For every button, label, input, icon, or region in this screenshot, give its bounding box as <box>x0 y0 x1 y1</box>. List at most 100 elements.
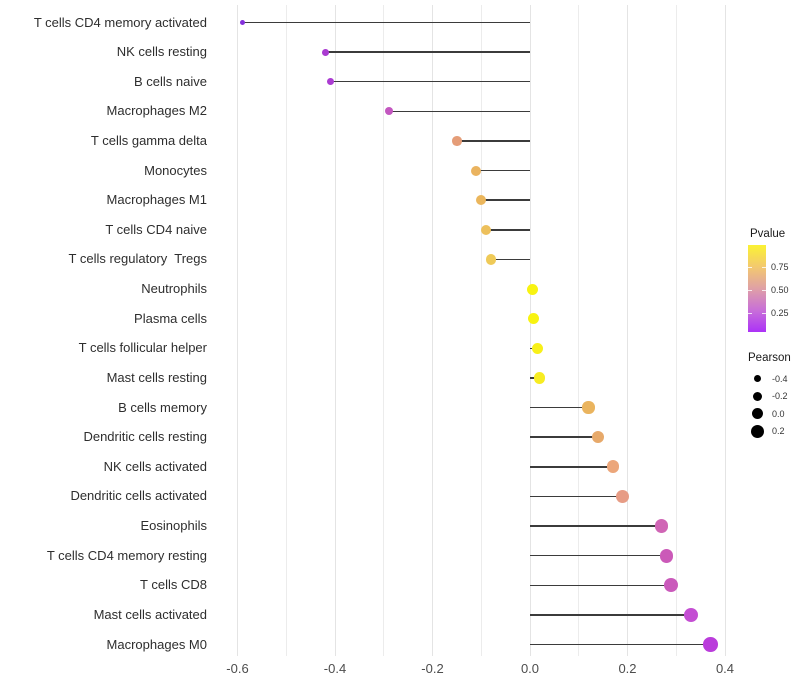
pvalue-legend-title: Pvalue <box>750 228 786 240</box>
data-point <box>321 48 329 56</box>
gridline-x--0.2 <box>432 5 433 656</box>
pvalue-tick-label: 0.50 <box>771 285 789 296</box>
row-label: Mast cells activated <box>93 606 207 622</box>
row-label: Eosinophils <box>140 518 208 534</box>
row-label: Plasma cells <box>134 310 207 326</box>
colorbar-tick-mark <box>762 312 766 314</box>
pearson-legend-dot <box>753 375 761 382</box>
gridline-x-0.3 <box>675 5 677 656</box>
data-point <box>476 195 487 206</box>
row-label: B cells memory <box>118 399 207 415</box>
row-label: Neutrophils <box>141 281 207 297</box>
row-label: NK cells activated <box>103 458 207 474</box>
row-label: Macrophages M2 <box>106 103 207 119</box>
stem <box>242 21 530 24</box>
data-point <box>534 372 546 384</box>
row-label: Monocytes <box>144 162 207 178</box>
data-point <box>384 107 393 116</box>
stem <box>530 436 599 438</box>
stem <box>481 199 530 201</box>
row-label: Dendritic cells activated <box>70 488 207 504</box>
data-point <box>606 460 620 474</box>
stem <box>530 495 623 498</box>
stem <box>486 229 530 231</box>
colorbar-tick-mark <box>762 266 766 268</box>
stem <box>530 614 691 616</box>
row-label: T cells regulatory Tregs <box>68 251 207 267</box>
gridline-x--0.3 <box>383 5 385 656</box>
stem <box>530 525 662 527</box>
gridline-x--0.5 <box>285 5 287 656</box>
pearson-legend-dot <box>751 408 763 419</box>
row-label: T cells CD4 memory activated <box>33 14 207 30</box>
pearson-legend-title: Pearson <box>748 352 791 364</box>
x-tick-label: -0.2 <box>421 661 444 676</box>
data-point <box>239 19 245 26</box>
data-point <box>703 637 718 652</box>
colorbar-tick-mark <box>748 312 752 314</box>
gridline-x--0.1 <box>480 5 482 656</box>
row-label: B cells naive <box>134 73 207 89</box>
data-point <box>485 254 497 265</box>
data-point <box>659 548 674 563</box>
data-point <box>664 578 679 593</box>
x-tick-label: 0.2 <box>618 661 637 676</box>
row-label: T cells follicular helper <box>78 340 207 356</box>
stem <box>530 643 711 646</box>
data-point <box>527 313 539 325</box>
row-label: T cells CD4 naive <box>105 221 207 237</box>
pearson-legend-label: -0.2 <box>772 391 788 401</box>
data-point <box>471 165 482 176</box>
data-point <box>452 136 462 146</box>
x-tick-label: 0.0 <box>520 661 540 676</box>
row-label: T cells gamma delta <box>90 132 207 148</box>
stem <box>530 554 667 557</box>
row-label: NK cells resting <box>116 44 207 60</box>
data-point <box>481 224 492 235</box>
stem <box>530 406 589 409</box>
data-point <box>582 401 595 414</box>
data-point <box>683 607 699 623</box>
data-point <box>592 430 605 444</box>
row-label: Macrophages M1 <box>106 192 207 208</box>
x-tick-label: -0.6 <box>226 661 249 676</box>
row-label: T cells CD4 memory resting <box>46 547 207 563</box>
pearson-legend-dot <box>750 424 764 438</box>
stem <box>530 584 672 587</box>
pvalue-tick-label: 0.25 <box>771 307 789 318</box>
gridline-x--0.6 <box>237 5 238 656</box>
x-tick-label: 0.4 <box>715 661 735 676</box>
pvalue-tick-label: 0.75 <box>771 261 789 272</box>
gridline-x-0.4 <box>724 5 726 656</box>
gridline-x--0.4 <box>334 5 336 656</box>
colorbar-tick-mark <box>762 290 766 292</box>
stem <box>325 51 530 53</box>
x-tick-label: -0.4 <box>323 661 347 676</box>
pearson-legend-label: 0.2 <box>772 426 785 436</box>
stem <box>456 140 530 142</box>
row-label: T cells CD8 <box>140 577 207 593</box>
data-point <box>326 78 334 86</box>
pearson-legend-label: 0.0 <box>772 408 785 419</box>
data-point <box>526 283 538 295</box>
gridline-x-0.1 <box>578 5 580 656</box>
stem <box>388 110 530 113</box>
gridline-x-0 <box>529 5 531 656</box>
data-point <box>616 489 630 503</box>
pearson-legend-dot <box>752 391 762 401</box>
stem <box>491 258 530 261</box>
data-point <box>531 342 543 354</box>
colorbar-tick-mark <box>748 266 752 268</box>
colorbar-tick-mark <box>748 290 752 292</box>
pvalue-colorbar <box>748 245 766 332</box>
row-label: Dendritic cells resting <box>83 429 207 445</box>
row-label: Macrophages M0 <box>106 636 207 652</box>
gridline-x-0.2 <box>627 5 628 656</box>
pearson-legend-label: -0.4 <box>772 373 788 384</box>
data-point <box>654 519 669 533</box>
stem <box>330 80 530 83</box>
row-label: Mast cells resting <box>106 369 207 385</box>
stem <box>530 466 613 468</box>
stem <box>476 169 530 172</box>
